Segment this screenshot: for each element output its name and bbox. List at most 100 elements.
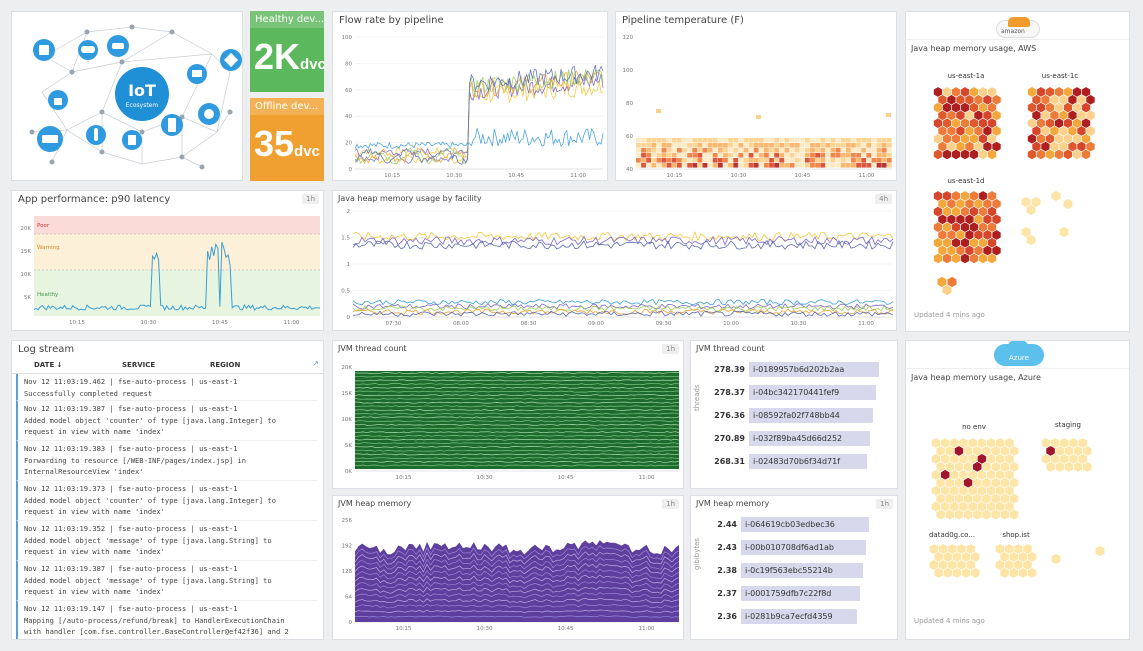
heatmap-cell: [738, 138, 744, 143]
toplist-row[interactable]: 2.37 i-0001759dfb7c22f8d: [697, 583, 897, 604]
jvm-heap-toplist-widget[interactable]: JVM heap memory 1h gibibytes 2.44 i-06461…: [690, 495, 898, 640]
x-tick-label: 10:15: [69, 320, 85, 326]
heatmap-cell: [794, 148, 800, 153]
log-entry[interactable]: Nov 12 11:03:19.462 | fse-auto-process |…: [16, 374, 317, 401]
aws-host-hex: [1045, 148, 1055, 160]
heatmap-cell: [753, 163, 759, 168]
toplist-row[interactable]: 278.37 i-04bc342170441fef9: [705, 382, 897, 403]
heatmap-cell: [861, 143, 867, 148]
heatmap-cell: [769, 148, 774, 153]
heatmap-cell: [789, 138, 795, 143]
iot-network-diagram: IoT Ecosystem: [29, 24, 242, 170]
pipeline-temperature-widget[interactable]: Pipeline temperature (F) 120 100 80 60 40 10:…: [615, 11, 897, 181]
thread-timeframe-badge[interactable]: 1h: [662, 344, 679, 354]
azure-hostmap-widget[interactable]: Azure Java heap memory usage, Azure no e…: [905, 340, 1130, 640]
heatmap-cell: [871, 153, 877, 158]
heatmap-cell: [886, 113, 891, 117]
flow-series-line: [354, 70, 604, 164]
toplist-row[interactable]: 2.36 i-0281b9ca7ecfd4359: [697, 606, 897, 627]
x-tick-label: 10:30: [477, 626, 493, 632]
heatmap-cell: [840, 148, 846, 153]
heatmap-cell: [636, 148, 641, 153]
heatmap-cell: [835, 143, 841, 148]
heatmap-cell: [845, 138, 851, 143]
heatmap-cell: [666, 148, 672, 153]
heap-timeframe-badge[interactable]: 1h: [662, 499, 679, 509]
heatmap-cell: [886, 153, 892, 158]
toplist-row[interactable]: 270.89 i-032f89ba45d66d252: [705, 428, 897, 449]
offline-devices-tile[interactable]: Offline dev... 35dvc: [250, 98, 324, 181]
y-tick-label: 40: [345, 114, 352, 120]
x-tick-label: 10:15: [666, 173, 682, 179]
heatmap-cell: [671, 163, 677, 168]
col-date[interactable]: DATE ↓: [34, 361, 63, 369]
log-entry-message: request in view with name 'index': [24, 587, 165, 596]
log-entry[interactable]: Nov 12 11:03:19.147 | fse-auto-process |…: [16, 601, 317, 639]
y-tick-label: 120: [623, 35, 634, 41]
heap-list-timeframe-badge[interactable]: 1h: [876, 499, 893, 509]
azure-hex-hostmap: no env staging datad0g.co... shop.ist: [929, 421, 1106, 579]
heatmap-cell: [784, 153, 790, 158]
y-tick-label: 10K: [341, 417, 352, 423]
toplist-row[interactable]: 2.44 i-064619cb03edbec36: [697, 514, 897, 535]
y-tick-label: 5K: [345, 443, 352, 449]
amazon-cloud-label: amazon: [1001, 28, 1025, 35]
heatmap-cell: [758, 158, 764, 163]
latency-widget[interactable]: App performance: p90 latency 1h Poor Warn…: [11, 190, 324, 331]
jvm-thread-toplist-widget[interactable]: JVM thread count threads 278.39 i-0189957…: [690, 340, 898, 489]
toplist-row[interactable]: 278.39 i-0189957b6d202b2aa: [705, 359, 897, 380]
heatmap-cell: [692, 148, 698, 153]
healthy-devices-tile[interactable]: Healthy dev... 2Kdvc: [250, 11, 324, 92]
heatmap-cell: [876, 158, 882, 163]
x-tick-label: 11:00: [570, 173, 586, 179]
region-label: us-east-1a: [948, 72, 985, 80]
heatmap-cell: [661, 163, 667, 168]
threads-axis-label: threads: [693, 384, 701, 411]
aws-host-hex: [942, 148, 952, 160]
log-entry[interactable]: Nov 12 11:03:19.373 | fse-auto-process |…: [16, 481, 317, 521]
col-region[interactable]: REGION: [210, 361, 241, 369]
heatmap-cell: [784, 158, 790, 163]
facility-timeframe-badge[interactable]: 4h: [875, 194, 892, 204]
heatmap-cell: [784, 143, 790, 148]
toplist-row[interactable]: 2.43 i-00b010708df6ad1ab: [697, 537, 897, 558]
log-stream-widget[interactable]: Log stream ↗ DATE ↓ SERVICE REGION Nov 1…: [11, 340, 324, 640]
heatmap-cell: [794, 143, 800, 148]
heatmap-cell: [815, 153, 821, 158]
heatmap-cell: [876, 138, 882, 143]
heatmap-cell: [682, 158, 687, 163]
log-entry[interactable]: Nov 12 11:03:19.383 | fse-auto-process |…: [16, 441, 317, 481]
flow-rate-widget[interactable]: Flow rate by pipeline 100 80 60 40 20 0 10:15 1…: [332, 11, 608, 181]
heatmap-cell: [687, 153, 693, 158]
heatmap-cell: [866, 158, 872, 163]
heatmap-cell: [774, 143, 780, 148]
aws-hostmap-widget[interactable]: amazon Java heap memory usage, AWS us-ea…: [905, 11, 1130, 332]
heatmap-cell: [697, 163, 703, 168]
amazon-cloud-logo: amazon: [996, 17, 1040, 38]
facility-heap-widget[interactable]: Java heap memory usage by facility 4h 2 1…: [332, 190, 897, 331]
group-label: staging: [1055, 421, 1081, 429]
log-entry[interactable]: Nov 12 11:03:19.352 | fse-auto-process |…: [16, 521, 317, 561]
heatmap-cell: [717, 138, 723, 143]
jvm-heap-chart-widget[interactable]: JVM heap memory 1h 256 192 128 64 0 10:15 10:3…: [332, 495, 684, 640]
col-service[interactable]: SERVICE: [122, 361, 156, 369]
toplist-row[interactable]: 276.36 i-08592fa02f748bb44: [705, 405, 897, 426]
log-entry[interactable]: Nov 12 11:03:19.387 | fse-auto-process |…: [16, 561, 317, 601]
thread-series-line: [354, 442, 680, 445]
heatmap-cell: [646, 153, 652, 158]
heatmap-cell: [723, 148, 728, 153]
toplist-value: 270.89: [714, 434, 745, 443]
heatmap-cell: [753, 148, 759, 153]
toplist-row[interactable]: 268.31 i-02483d70b6f34d71f: [705, 451, 897, 472]
log-entry[interactable]: Nov 12 11:03:19.387 | fse-auto-process |…: [16, 401, 317, 441]
toplist-host-bar: i-0001759dfb7c22f8d: [741, 586, 860, 601]
jvm-thread-chart-widget[interactable]: JVM thread count 1h 20K 15K 10K 5K 0K 10:15 10…: [332, 340, 684, 489]
external-link-icon[interactable]: ↗: [312, 359, 319, 368]
log-entry-header: Nov 12 11:03:19.387 | fse-auto-process |…: [24, 564, 238, 573]
aws-host-hex: [1025, 234, 1037, 246]
facility-series-line: [352, 299, 894, 306]
toplist-row[interactable]: 2.38 i-0c19f563ebc55214b: [697, 560, 897, 581]
latency-timeframe-badge[interactable]: 1h: [302, 194, 319, 204]
heatmap-cell: [738, 148, 744, 153]
log-entry-header: Nov 12 11:03:19.373 | fse-auto-process |…: [24, 484, 238, 493]
